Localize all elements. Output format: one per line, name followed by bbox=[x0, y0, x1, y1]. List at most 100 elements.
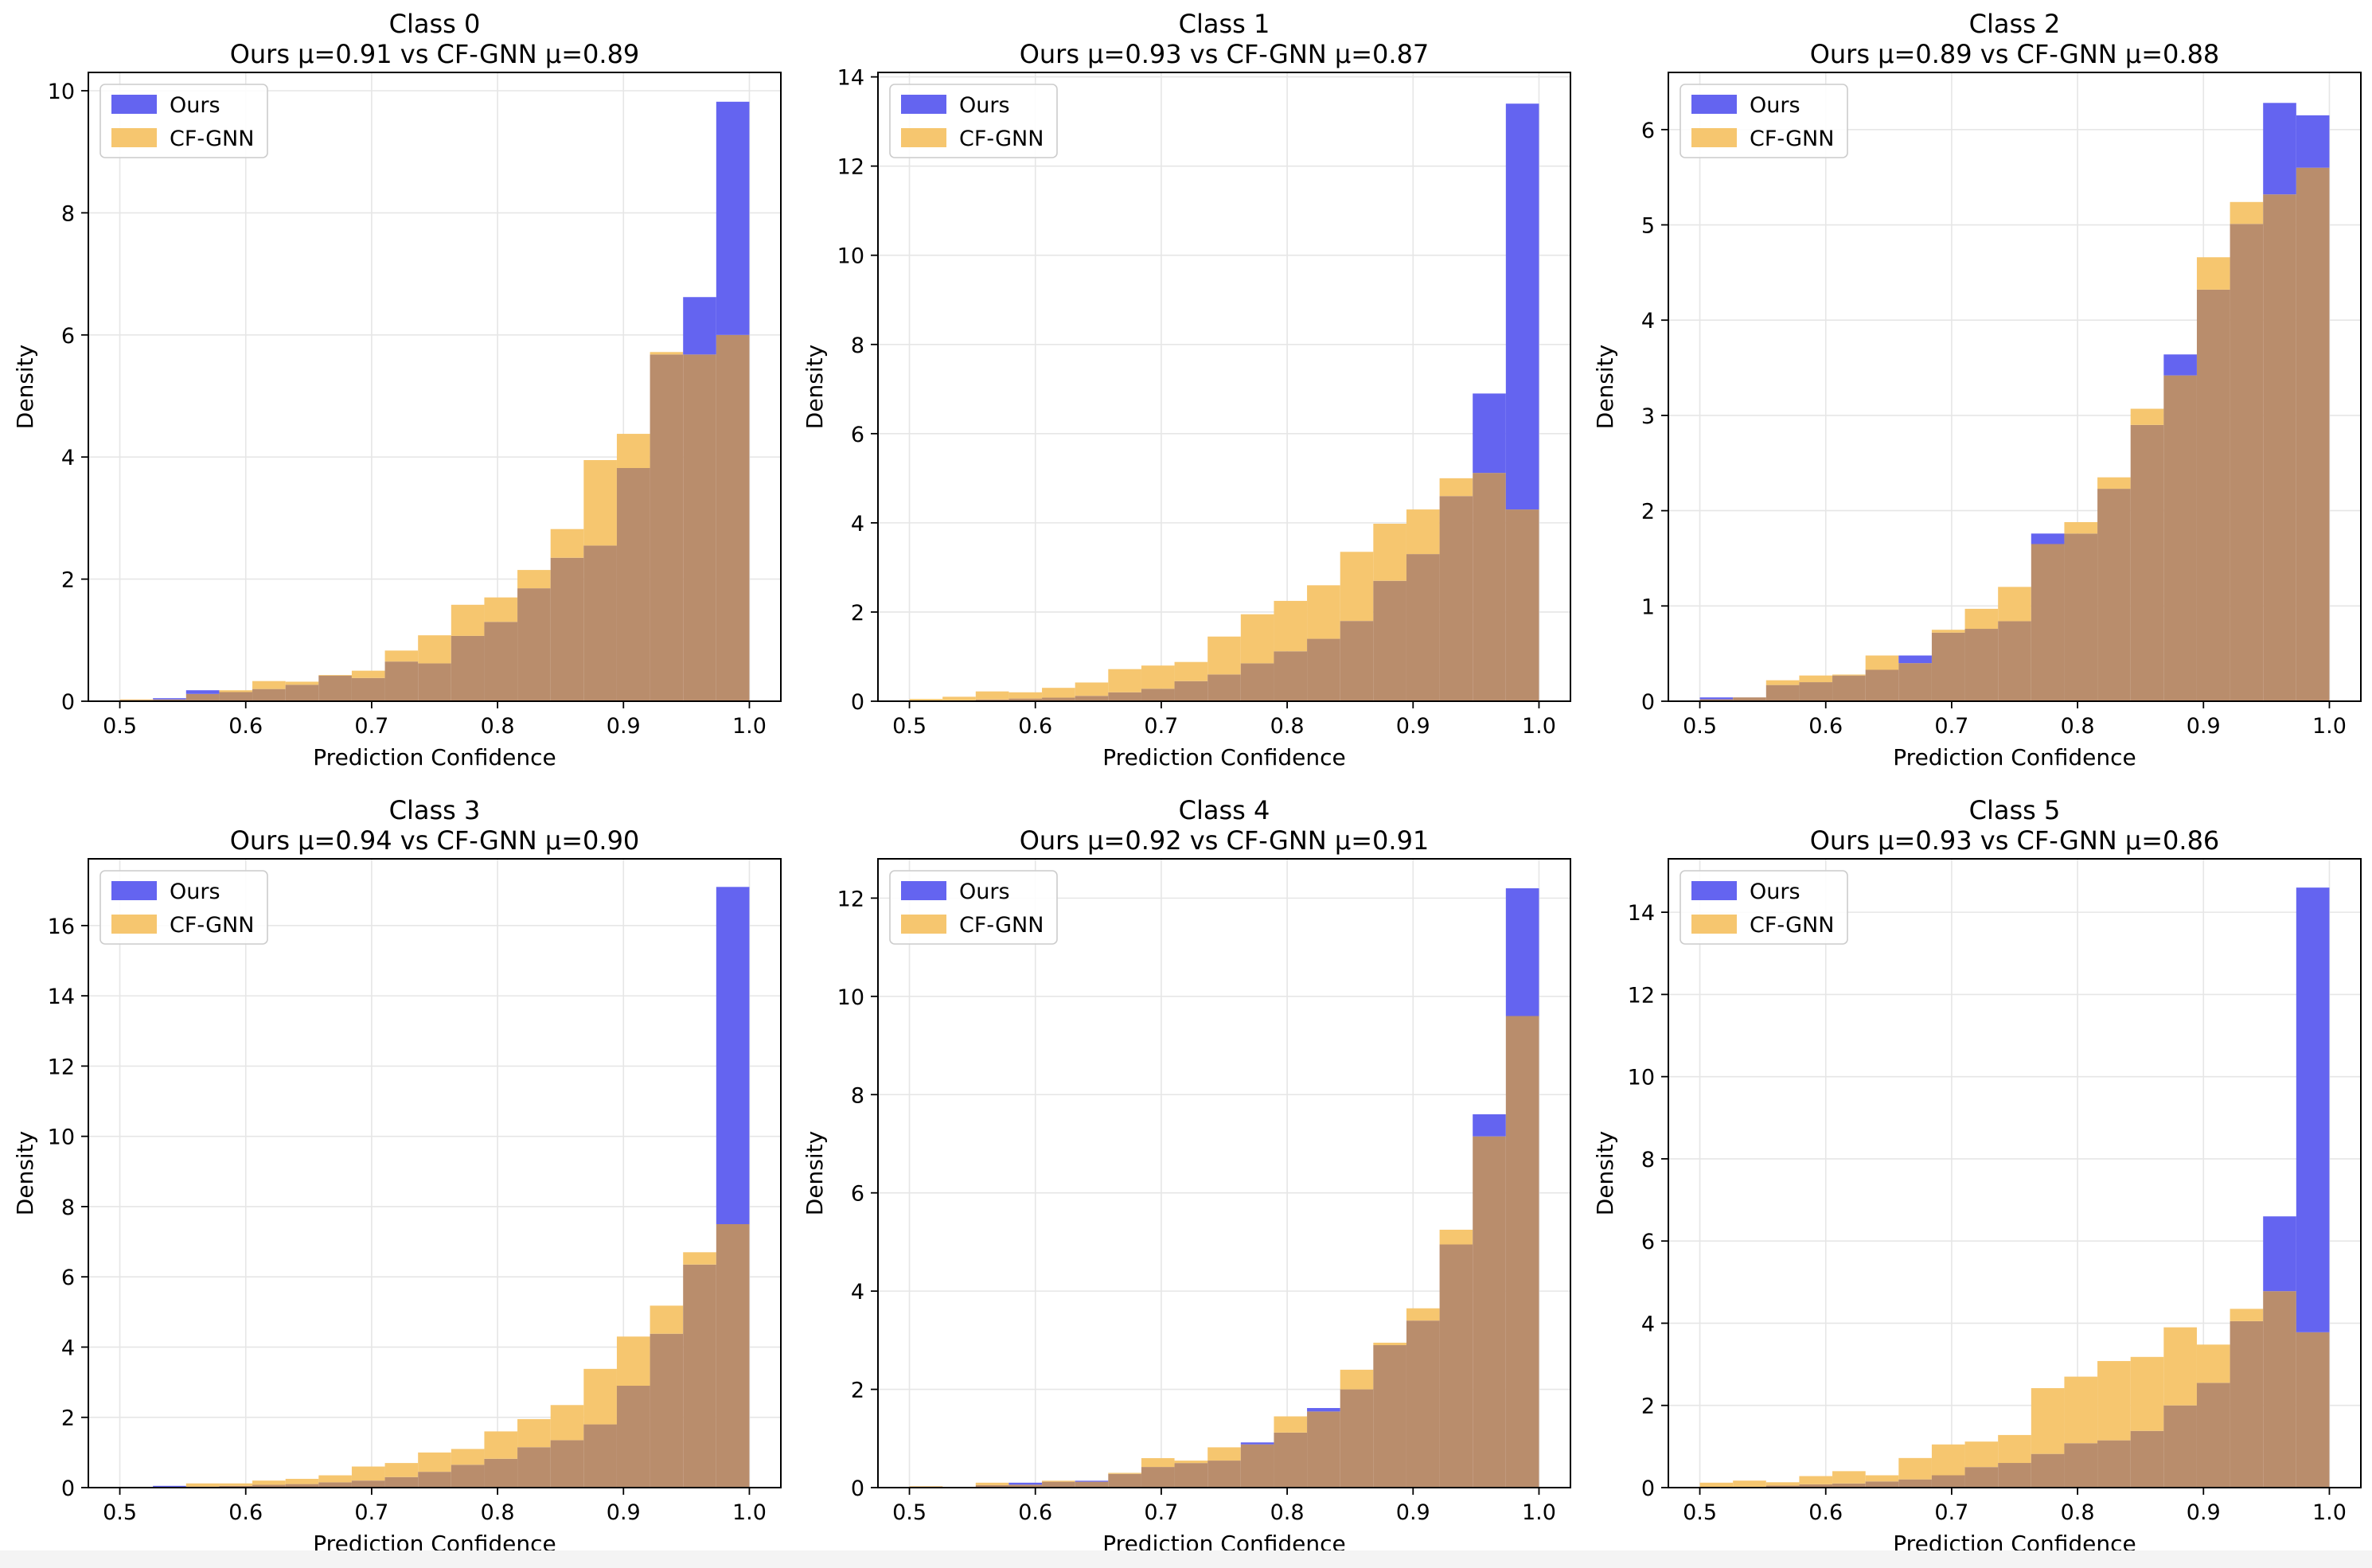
bar-cfgnn bbox=[384, 1463, 419, 1477]
bar-overlap bbox=[1075, 1481, 1109, 1488]
bar-overlap bbox=[2031, 1453, 2065, 1488]
bar-cfgnn bbox=[616, 434, 650, 469]
legend-swatch-cfgnn bbox=[1691, 128, 1737, 147]
bar-overlap bbox=[2230, 1320, 2264, 1488]
legend: Ours CF-GNN bbox=[1680, 870, 1848, 945]
bar-cfgnn bbox=[252, 1480, 286, 1485]
bar-ours bbox=[2031, 533, 2065, 544]
x-tick-label: 0.6 bbox=[1808, 1500, 1843, 1525]
bar-overlap bbox=[683, 1264, 716, 1488]
y-tick-label: 2 bbox=[61, 1406, 75, 1431]
chart-subtitle: Ours μ=0.89 vs CF-GNN μ=0.88 bbox=[1810, 39, 2220, 69]
x-tick-label: 0.8 bbox=[2061, 1500, 2095, 1525]
y-tick-label: 0 bbox=[851, 690, 864, 715]
bar-cfgnn bbox=[1141, 1457, 1175, 1468]
axes-frame bbox=[877, 72, 1571, 702]
legend: Ours CF-GNN bbox=[99, 870, 268, 945]
bar-overlap bbox=[650, 354, 684, 701]
chart-panel-5: 0.5 0.6 0.7 0.8 0.9 1.002468101214Prediction … bbox=[1592, 795, 2362, 1557]
bar-cfgnn bbox=[1340, 1369, 1374, 1390]
x-tick-label: 0.9 bbox=[607, 714, 641, 739]
bar-overlap bbox=[1042, 697, 1075, 701]
x-tick-label: 0.6 bbox=[1018, 1500, 1052, 1525]
bar-ours bbox=[1473, 393, 1506, 474]
bar-cfgnn bbox=[1931, 1444, 1965, 1476]
legend-swatch-cfgnn bbox=[901, 915, 946, 934]
bar-cfgnn bbox=[1964, 608, 1999, 630]
x-tick-label: 0.6 bbox=[228, 714, 263, 739]
bar-ours bbox=[1473, 1114, 1506, 1137]
legend: Ours CF-GNN bbox=[99, 84, 268, 158]
bar-overlap bbox=[318, 1482, 352, 1488]
bar-overlap bbox=[716, 1223, 750, 1488]
y-tick-label: 1 bbox=[1641, 595, 1655, 619]
legend-swatch-ours bbox=[1691, 881, 1737, 900]
y-tick-label: 3 bbox=[1641, 404, 1655, 429]
bar-cfgnn bbox=[975, 691, 1009, 700]
x-tick-label: 0.5 bbox=[1683, 1500, 1717, 1525]
bar-overlap bbox=[1207, 674, 1241, 701]
bar-cfgnn bbox=[909, 699, 943, 701]
y-tick-label: 6 bbox=[61, 324, 75, 349]
bar-overlap bbox=[1765, 1485, 1800, 1488]
bar-cfgnn bbox=[1799, 675, 1833, 683]
bar-cfgnn bbox=[1699, 1482, 1734, 1488]
bar-overlap bbox=[1307, 638, 1340, 701]
axes-frame bbox=[1668, 858, 2362, 1488]
bar-overlap bbox=[2163, 375, 2197, 701]
y-axis-label: Density bbox=[12, 345, 38, 429]
bar-cfgnn bbox=[418, 635, 451, 664]
legend: Ours CF-GNN bbox=[889, 870, 1058, 945]
legend-label-cfgnn: CF-GNN bbox=[170, 127, 254, 151]
legend-label-ours: Ours bbox=[170, 93, 220, 118]
bar-overlap bbox=[975, 699, 1009, 701]
chart-subtitle: Ours μ=0.93 vs CF-GNN μ=0.86 bbox=[1810, 825, 2220, 856]
bar-overlap bbox=[1207, 1461, 1241, 1488]
bar-cfgnn bbox=[2130, 408, 2164, 425]
bar-overlap bbox=[384, 661, 419, 701]
bottom-strip bbox=[0, 1550, 2372, 1568]
bar-overlap bbox=[1765, 685, 1800, 701]
bar-cfgnn bbox=[550, 1405, 584, 1441]
y-tick-label: 6 bbox=[851, 1182, 864, 1207]
bar-cfgnn bbox=[451, 1449, 485, 1465]
bar-overlap bbox=[418, 663, 451, 701]
bar-ours bbox=[683, 297, 716, 355]
bar-cfgnn bbox=[219, 1483, 253, 1486]
y-tick-label: 10 bbox=[837, 985, 864, 1010]
y-tick-label: 4 bbox=[1641, 309, 1655, 333]
bar-overlap bbox=[2130, 424, 2164, 701]
y-tick-label: 2 bbox=[1641, 500, 1655, 525]
y-tick-label: 8 bbox=[851, 1083, 864, 1108]
bar-cfgnn bbox=[1406, 509, 1440, 555]
y-tick-label: 2 bbox=[851, 601, 864, 626]
y-tick-label: 6 bbox=[61, 1266, 75, 1290]
x-tick-label: 0.8 bbox=[2061, 714, 2095, 739]
x-tick-label: 1.0 bbox=[2312, 1500, 2347, 1525]
x-tick-label: 1.0 bbox=[732, 1500, 767, 1525]
x-tick-label: 0.9 bbox=[2187, 1500, 2221, 1525]
bar-cfgnn bbox=[1832, 674, 1866, 676]
x-tick-label: 0.5 bbox=[1683, 714, 1717, 739]
x-tick-label: 0.8 bbox=[481, 1500, 515, 1525]
y-tick-label: 4 bbox=[61, 1336, 75, 1360]
x-tick-label: 0.7 bbox=[354, 1500, 388, 1525]
bar-overlap bbox=[252, 688, 286, 701]
chart-title: Class 2 bbox=[1969, 9, 2061, 39]
chart-panel-3: 0.5 0.6 0.7 0.8 0.9 1.00246810121416Predictio… bbox=[12, 795, 782, 1557]
y-tick-label: 14 bbox=[837, 66, 864, 91]
legend-label-ours: Ours bbox=[959, 93, 1010, 118]
chart-panel-0: 0.5 0.6 0.7 0.8 0.9 1.0 0 2 4 6 8 10 Prediction Conf… bbox=[12, 9, 782, 770]
y-tick-label: 10 bbox=[48, 1125, 75, 1150]
y-tick-label: 2 bbox=[851, 1379, 864, 1403]
bar-cfgnn bbox=[1274, 600, 1308, 652]
y-tick-label: 16 bbox=[48, 915, 75, 939]
x-tick-label: 0.9 bbox=[1396, 714, 1430, 739]
y-tick-label: 8 bbox=[851, 333, 864, 358]
x-tick-label: 0.7 bbox=[354, 714, 388, 739]
chart-subtitle: Ours μ=0.94 vs CF-GNN μ=0.90 bbox=[230, 825, 640, 856]
bar-ours bbox=[1898, 655, 1932, 664]
y-tick-label: 0 bbox=[1641, 1476, 1655, 1501]
x-tick-label: 1.0 bbox=[732, 714, 767, 739]
bar-overlap bbox=[219, 1485, 253, 1488]
